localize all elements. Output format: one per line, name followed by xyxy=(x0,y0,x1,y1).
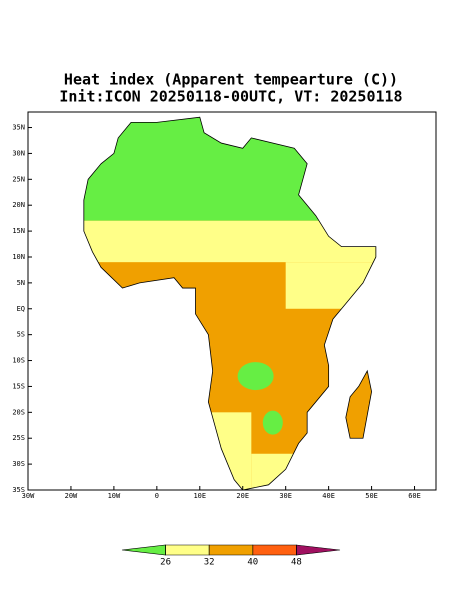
y-tick-label: 15N xyxy=(12,227,25,235)
y-tick-label: 30S xyxy=(12,460,25,468)
temperature-zone xyxy=(199,412,252,490)
y-tick-label: 25N xyxy=(12,175,25,183)
x-tick-label: 10E xyxy=(193,492,206,500)
x-tick-label: 60E xyxy=(408,492,421,500)
y-tick-label: 35S xyxy=(12,486,25,494)
coastline xyxy=(345,369,372,439)
x-tick-label: 0 xyxy=(155,492,159,500)
temperature-zone xyxy=(345,370,372,439)
colorbar-segment xyxy=(296,544,341,556)
colorbar-label: 32 xyxy=(204,558,215,568)
y-tick-label: 10S xyxy=(12,357,25,365)
temperature-zone xyxy=(83,117,376,221)
coastline xyxy=(83,116,377,491)
madagascar-field xyxy=(345,370,372,439)
colorbar-segment xyxy=(165,544,210,556)
y-tick-label: 5S xyxy=(17,331,25,339)
africa-field xyxy=(83,117,376,490)
y-tick-label: 30N xyxy=(12,149,25,157)
y-tick-label: 10N xyxy=(12,253,25,261)
subtitle: Init:ICON 20250118-00UTC, VT: 20250118 xyxy=(59,88,402,106)
temperature-zone xyxy=(285,262,376,309)
colorbar-segment xyxy=(208,544,254,556)
temperature-zone xyxy=(83,220,376,263)
x-tick-label: 30W xyxy=(22,492,35,500)
y-tick-label: 20S xyxy=(12,408,25,416)
x-tick-label: 40E xyxy=(322,492,335,500)
colorbar-label: 26 xyxy=(160,558,171,568)
y-tick-label: 5N xyxy=(17,279,25,287)
colorbar-segment xyxy=(252,544,297,556)
x-tick-label: 50E xyxy=(365,492,378,500)
title: Heat index (Apparent tempearture (C)) xyxy=(64,71,398,89)
x-tick-label: 20E xyxy=(236,492,249,500)
y-tick-label: EQ xyxy=(17,305,25,313)
temperature-zone xyxy=(262,410,283,435)
x-tick-label: 20W xyxy=(65,492,78,500)
colorbar-label: 48 xyxy=(291,558,302,568)
y-tick-label: 20N xyxy=(12,201,25,209)
y-tick-label: 35N xyxy=(12,124,25,132)
temperature-zone xyxy=(251,453,308,490)
temperature-zone xyxy=(237,362,274,391)
x-tick-label: 30E xyxy=(279,492,292,500)
colorbar-segment xyxy=(121,544,166,556)
map-frame xyxy=(27,111,437,491)
y-tick-label: 15S xyxy=(12,382,25,390)
x-tick-label: 10W xyxy=(108,492,121,500)
colorbar-label: 40 xyxy=(247,558,258,568)
y-tick-label: 25S xyxy=(12,434,25,442)
